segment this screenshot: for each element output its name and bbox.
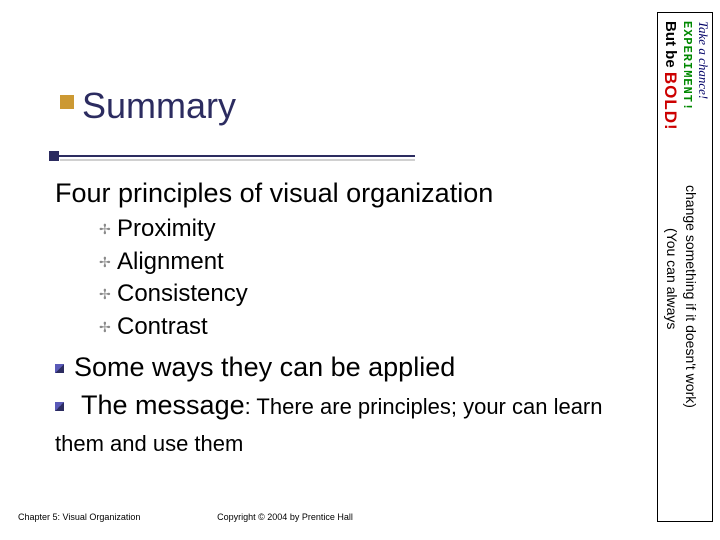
sidebar-line-1-pre: But be (662, 21, 679, 72)
accent-square-icon (60, 95, 74, 109)
bullet-sub: Contrast (99, 311, 635, 343)
sidebar-line-3: Take a chance! (695, 21, 711, 99)
bullet-sub: Proximity (99, 213, 635, 245)
sidebar-line-4b: change something if it doesn't work) (683, 185, 699, 408)
bullet-main: Four principles of visual organization (55, 175, 635, 211)
sidebar-box: But be BOLD! EXPERIMENT! Take a chance! … (657, 12, 713, 522)
bullet-sub: Alignment (99, 246, 635, 278)
sidebar: But be BOLD! EXPERIMENT! Take a chance! … (645, 0, 720, 540)
sidebar-line-4a: (You can always (664, 228, 680, 329)
sidebar-line-2: EXPERIMENT! (680, 21, 694, 111)
title-block: Summary (60, 85, 236, 127)
footer-center: Copyright © 2004 by Prentice Hall (0, 512, 570, 522)
sidebar-line-1: But be BOLD! (660, 21, 680, 131)
bullet-message: The message: There are principles; your … (55, 387, 635, 460)
content-area: Summary Four principles of visual organi… (0, 0, 645, 540)
slide-title: Summary (82, 85, 236, 127)
title-underline-shadow (60, 159, 415, 161)
bullet-sub: Consistency (99, 278, 635, 310)
bullet-main: Some ways they can be applied (55, 349, 635, 385)
message-lead: The message (81, 390, 245, 420)
title-underline (55, 155, 415, 157)
slide-body: Four principles of visual organization P… (55, 175, 635, 462)
slide: Summary Four principles of visual organi… (0, 0, 720, 540)
sidebar-line-1-bold: BOLD! (661, 72, 680, 131)
